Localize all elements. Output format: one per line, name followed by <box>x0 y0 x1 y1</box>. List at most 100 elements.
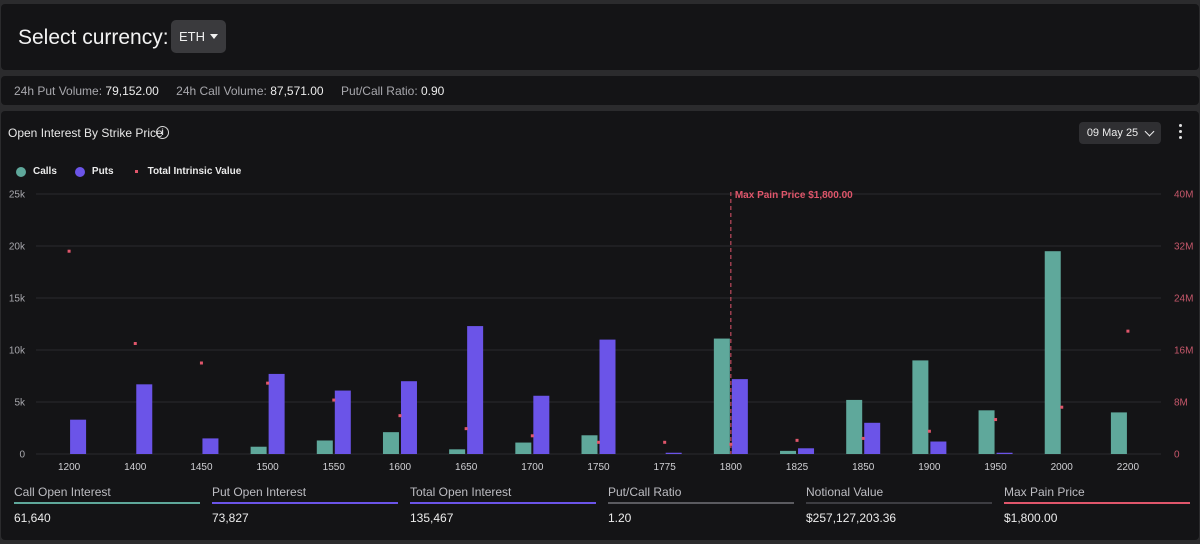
intrinsic-value-point <box>199 361 203 365</box>
summary-label: Total Open Interest <box>410 485 512 499</box>
currency-label: Select currency: <box>18 26 169 49</box>
kebab-menu-icon[interactable] <box>1176 124 1184 142</box>
summary-underline <box>14 502 200 504</box>
call-volume-label: 24h Call Volume: <box>176 84 267 98</box>
legend-label-calls: Calls <box>33 166 57 177</box>
x-tick-label: 1400 <box>124 462 147 471</box>
put-call-ratio-stat: Put/Call Ratio: 0.90 <box>341 84 444 98</box>
currency-dropdown[interactable]: ETH <box>171 20 226 53</box>
puts-legend-dot <box>74 166 85 177</box>
y-right-tick-label: 8M <box>1174 398 1188 409</box>
intrinsic-value-point <box>795 438 799 442</box>
intrinsic-value-point <box>133 342 137 345</box>
x-tick-label: 1700 <box>521 462 544 471</box>
puts-bar <box>599 339 616 454</box>
y-left-tick-label: 25k <box>9 190 26 201</box>
put-volume-value: 79,152.00 <box>105 84 159 98</box>
y-right-tick-label: 16M <box>1174 346 1193 357</box>
intrinsic-legend-marker <box>134 170 138 173</box>
intrinsic-value-point <box>663 440 667 444</box>
calls-legend-dot <box>16 166 26 177</box>
x-tick-label: 1550 <box>323 462 346 471</box>
puts-bar <box>334 390 351 454</box>
summary-put-call-ratio: Put/Call Ratio 1.20 <box>608 485 794 525</box>
calls-bar <box>581 435 598 454</box>
y-right-tick-label: 0 <box>1174 450 1180 461</box>
legend-label-intrinsic: Total Intrinsic Value <box>147 166 242 177</box>
info-icon[interactable]: i <box>156 126 169 139</box>
summary-underline <box>1004 502 1190 504</box>
legend-item-intrinsic[interactable]: Total Intrinsic Value <box>132 166 242 177</box>
calls-bar <box>978 410 995 454</box>
calls-bar <box>382 432 399 454</box>
summary-label: Max Pain Price <box>1004 485 1085 499</box>
y-left-tick-label: 15k <box>9 294 26 305</box>
intrinsic-value-point <box>266 381 270 385</box>
currency-panel: Select currency: ETH <box>1 4 1199 70</box>
summary-total-oi: Total Open Interest 135,467 <box>410 485 596 525</box>
open-interest-panel: Open Interest By Strike Price i 09 May 2… <box>1 111 1199 540</box>
summary-value: 1.20 <box>608 511 632 525</box>
summary-notional-value: Notional Value $257,127,203.36 <box>806 485 992 525</box>
puts-bar <box>467 326 484 454</box>
open-interest-chart: 0 5k 10k 15k 20k 25k 0 8M 16M 24M 32M 40M 1200 1400 14… <box>9 190 1194 472</box>
puts-bar <box>533 395 550 454</box>
puts-bar <box>665 452 682 454</box>
chart-title: Open Interest By Strike Price <box>8 126 163 140</box>
x-tick-label: 1200 <box>58 462 81 471</box>
calls-bar <box>449 449 466 454</box>
summary-value: 135,467 <box>410 511 454 525</box>
volume-stats-bar: 24h Put Volume: 79,152.00 24h Call Volum… <box>1 76 1199 105</box>
summary-value: 73,827 <box>212 511 249 525</box>
summary-underline <box>608 502 794 504</box>
x-tick-label: 2000 <box>1051 462 1074 471</box>
legend-item-puts[interactable]: Puts <box>74 166 114 177</box>
expiry-dropdown[interactable]: 09 May 25 <box>1079 122 1161 144</box>
summary-label: Notional Value <box>806 485 884 499</box>
puts-bar <box>996 452 1013 454</box>
y-left-tick-label: 5k <box>14 398 26 409</box>
put-volume-stat: 24h Put Volume: 79,152.00 <box>14 84 162 98</box>
put-call-ratio-label: Put/Call Ratio: <box>340 84 418 98</box>
calls-bar <box>250 446 267 454</box>
puts-bar <box>136 384 153 454</box>
x-tick-label: 1600 <box>389 462 412 471</box>
y-right-tick-label: 32M <box>1174 242 1193 253</box>
legend-item-calls[interactable]: Calls <box>16 166 57 177</box>
summary-label: Put Open Interest <box>212 485 307 499</box>
summary-label: Put/Call Ratio <box>608 485 682 499</box>
y-left-tick-label: 0 <box>19 450 25 461</box>
calls-bar <box>515 442 532 454</box>
legend-label-puts: Puts <box>91 166 114 177</box>
summary-value: $1,800.00 <box>1004 511 1058 525</box>
intrinsic-value-point <box>861 436 865 440</box>
x-tick-label: 1850 <box>852 462 875 471</box>
intrinsic-value-point <box>994 418 998 422</box>
x-tick-label: 1650 <box>455 462 478 471</box>
calls-bar <box>912 360 929 454</box>
summary-row: Call Open Interest 61,640 Put Open Inter… <box>14 485 1190 535</box>
summary-label: Call Open Interest <box>14 485 111 499</box>
chart-legend: Calls Puts Total Intrinsic Value <box>16 166 259 177</box>
summary-underline <box>212 502 398 504</box>
x-tick-label: 1450 <box>190 462 213 471</box>
puts-bar <box>70 419 87 454</box>
puts-bar <box>268 373 285 454</box>
y-left-tick-label: 20k <box>9 242 26 253</box>
calls-bar <box>846 399 863 454</box>
calls-bar <box>713 338 730 454</box>
summary-value: $257,127,203.36 <box>806 511 897 525</box>
x-tick-label: 1800 <box>720 462 743 471</box>
puts-bar <box>731 379 748 454</box>
caret-down-icon <box>210 34 218 39</box>
intrinsic-value-point <box>67 249 71 253</box>
summary-call-oi: Call Open Interest 61,640 <box>14 485 200 525</box>
intrinsic-value-point <box>597 440 600 444</box>
x-tick-label: 1775 <box>654 462 677 471</box>
y-right-tick-label: 24M <box>1174 294 1193 305</box>
put-call-ratio-value: 0.90 <box>421 84 445 98</box>
intrinsic-value-point <box>464 427 468 431</box>
x-tick-label: 1900 <box>918 462 941 471</box>
summary-value: 61,640 <box>14 511 51 525</box>
puts-bar <box>864 422 881 454</box>
